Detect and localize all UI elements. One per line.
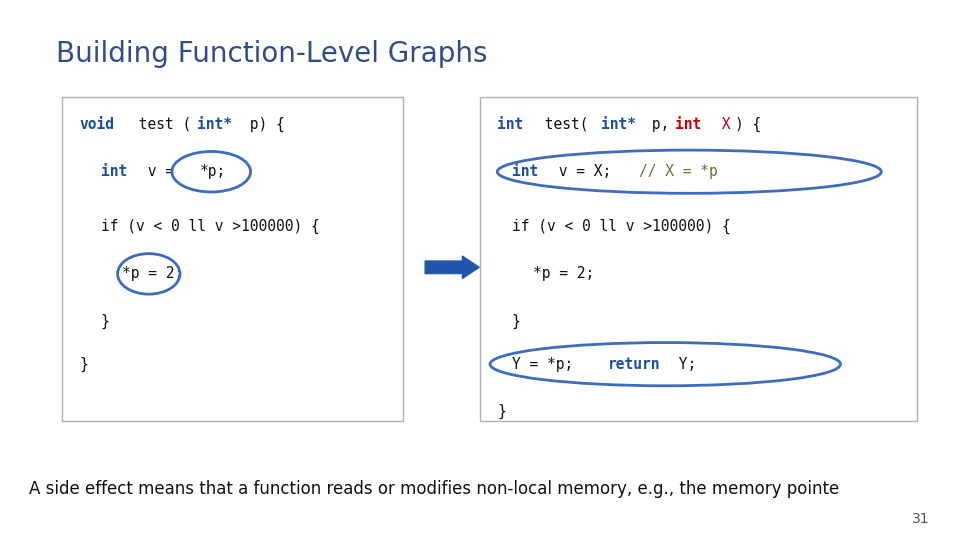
Text: if (v < 0 ll v >100000) {: if (v < 0 ll v >100000) { (512, 219, 731, 234)
Text: *p;: *p; (200, 164, 226, 179)
Text: }: } (497, 404, 506, 419)
Text: *p = 2;: *p = 2; (122, 266, 183, 281)
Text: int: int (497, 117, 523, 132)
FancyBboxPatch shape (480, 97, 917, 421)
Text: // X = *p: // X = *p (639, 164, 718, 179)
Text: v =: v = (139, 164, 183, 179)
FancyBboxPatch shape (62, 97, 403, 421)
Text: p) {: p) { (241, 117, 285, 132)
Text: test (: test ( (130, 117, 191, 132)
Text: }: } (512, 314, 520, 329)
Text: Building Function-Level Graphs: Building Function-Level Graphs (56, 40, 487, 69)
Text: X: X (713, 117, 731, 132)
Text: return: return (608, 357, 660, 372)
Text: p,: p, (643, 117, 678, 132)
Text: test(: test( (536, 117, 588, 132)
Text: Y = *p;: Y = *p; (512, 357, 582, 372)
Text: Y;: Y; (670, 357, 696, 372)
Text: if (v < 0 ll v >100000) {: if (v < 0 ll v >100000) { (101, 219, 320, 234)
Text: }: } (101, 314, 109, 329)
Text: int: int (512, 164, 538, 179)
Text: int: int (101, 164, 127, 179)
Text: 31: 31 (912, 512, 929, 526)
Text: int*: int* (601, 117, 636, 132)
FancyArrowPatch shape (425, 256, 479, 279)
Text: *p = 2;: *p = 2; (533, 266, 594, 281)
Text: int: int (675, 117, 701, 132)
Text: ) {: ) { (735, 117, 761, 132)
Text: v = X;: v = X; (550, 164, 620, 179)
Text: A side effect means that a function reads or modifies non-local memory, e.g., th: A side effect means that a function read… (29, 480, 839, 498)
Text: }: } (80, 356, 88, 372)
Text: int*: int* (197, 117, 231, 132)
Text: void: void (80, 117, 114, 132)
